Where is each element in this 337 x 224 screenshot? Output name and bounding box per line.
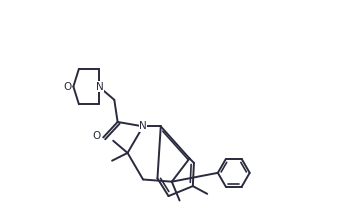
Text: O: O (64, 82, 72, 92)
Text: O: O (92, 131, 101, 141)
Text: N: N (96, 82, 104, 92)
Text: N: N (139, 121, 147, 131)
